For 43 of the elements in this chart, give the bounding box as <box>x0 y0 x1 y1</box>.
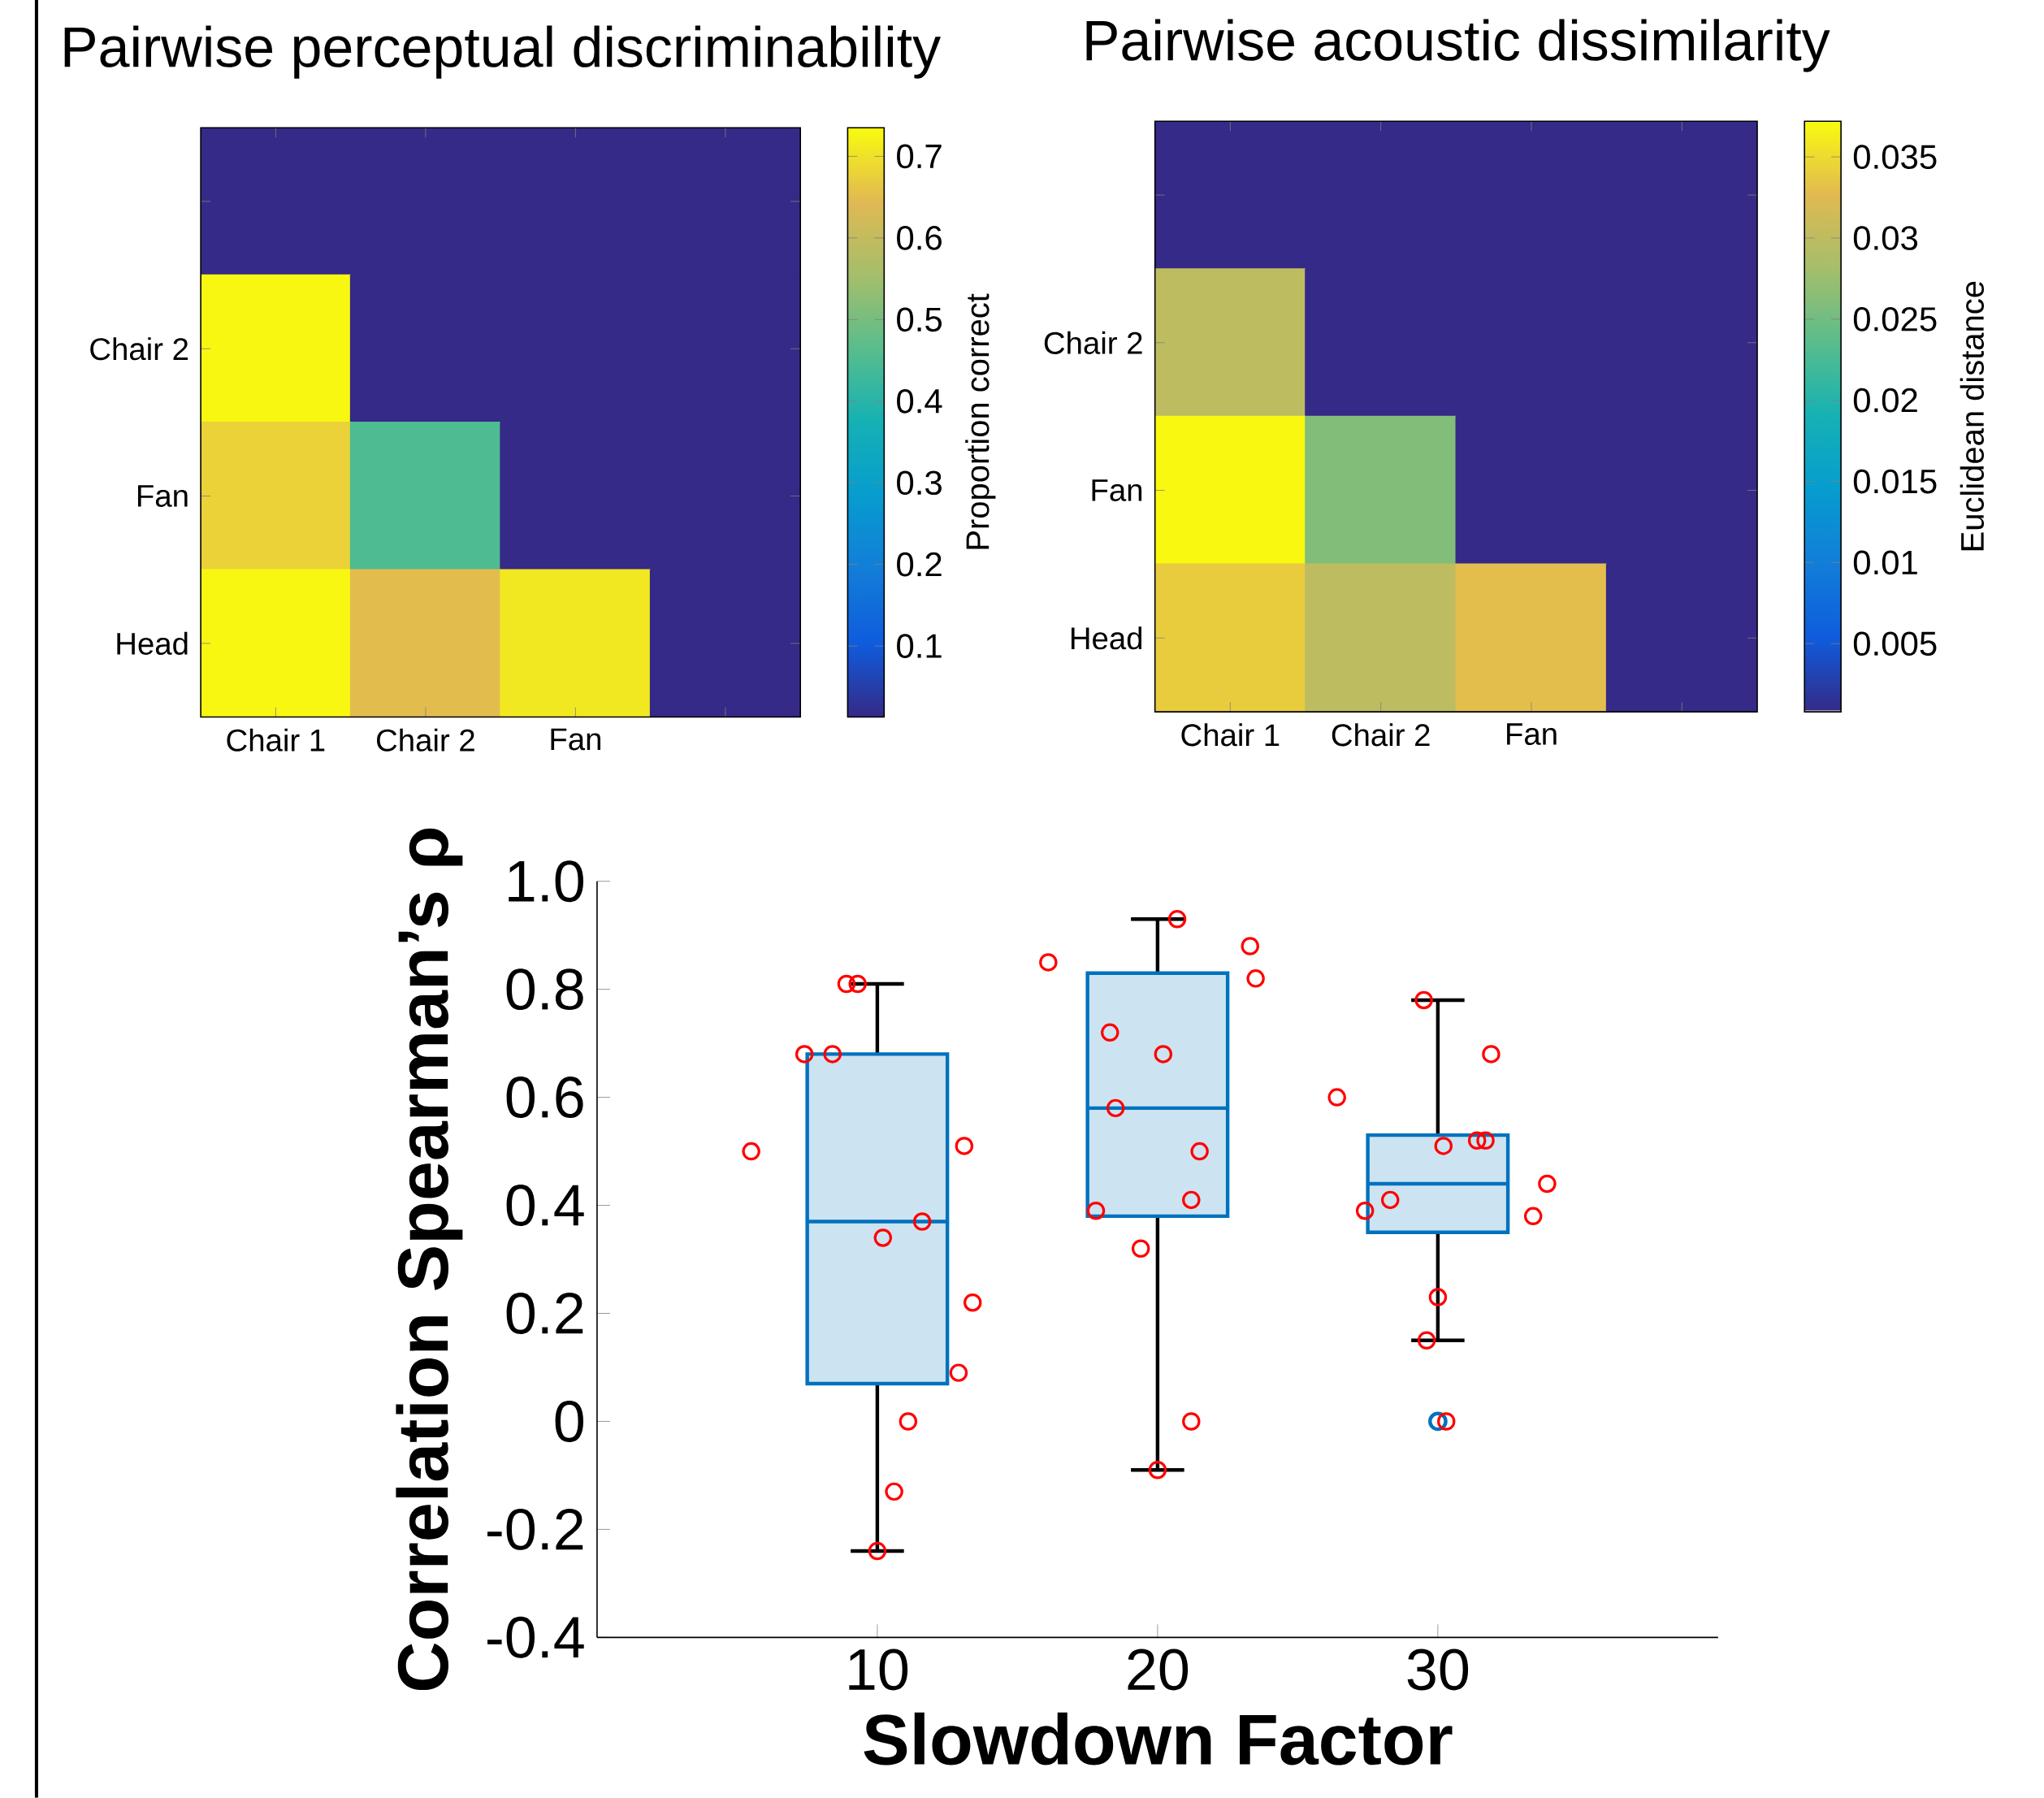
y-tick-label: 1.0 <box>509 860 584 903</box>
y-tick-label: 0.6 <box>506 1077 583 1119</box>
color-bar-label: 0.1 <box>897 634 942 659</box>
x-tick-label: Chair 2 <box>377 728 474 752</box>
y-tick-label: 0.4 <box>506 1185 584 1227</box>
color-bar-label: 0.3 <box>897 470 942 496</box>
y-tick-label: Fan <box>138 485 188 508</box>
y-tick-label: -0.2 <box>487 1509 583 1550</box>
x-axis-title: Slowdown Factor <box>864 1712 1453 1766</box>
color-bar-title: Euclidean distance <box>1960 281 1985 551</box>
color-bar-label: 0.2 <box>897 552 942 577</box>
x-tick-label: 30 <box>1407 1649 1469 1691</box>
x-tick-label: Fan <box>551 728 601 751</box>
color-bar-label: 0.035 <box>1853 145 1937 170</box>
chart-title: Pairwise perceptual discriminability <box>64 25 941 79</box>
y-tick-label: Chair 2 <box>1044 331 1142 355</box>
x-tick-label: Chair 1 <box>1181 723 1280 747</box>
y-tick-label: -0.4 <box>487 1616 584 1658</box>
x-tick-label: Fan <box>1507 723 1557 746</box>
chart-title: Pairwise acoustic dissimilarity <box>1086 19 1830 72</box>
y-tick-label: 0.2 <box>506 1293 583 1335</box>
y-tick-label: Chair 2 <box>90 337 188 361</box>
y-tick-label: 0.8 <box>506 968 583 1011</box>
y-axis-title: Correlation Spearman’s ρ <box>396 828 463 1691</box>
color-bar-label: 0.025 <box>1853 307 1937 331</box>
color-bar-label: 0.5 <box>897 307 942 332</box>
x-tick-label: 20 <box>1128 1649 1189 1691</box>
y-tick-label: 0 <box>555 1401 584 1443</box>
y-tick-label: Fan <box>1092 479 1142 502</box>
color-bar-label: 0.4 <box>897 389 942 414</box>
x-tick-label: Chair 1 <box>227 728 325 752</box>
x-tick-label: 10 <box>849 1649 908 1691</box>
color-bar-label: 0.6 <box>897 226 942 250</box>
color-bar-label: 0.02 <box>1853 388 1917 413</box>
color-bar-title: Proportion correct <box>965 293 996 549</box>
y-tick-label: Head <box>117 631 188 656</box>
color-bar-label: 0.03 <box>1853 226 1918 251</box>
color-bar-label: 0.015 <box>1853 469 1937 494</box>
color-bar-label: 0.005 <box>1853 631 1937 656</box>
color-bar-label: 0.01 <box>1853 550 1917 575</box>
x-tick-label: Chair 2 <box>1332 723 1430 747</box>
color-bar-label: 0.7 <box>897 144 942 169</box>
y-tick-label: Head <box>1071 626 1142 650</box>
